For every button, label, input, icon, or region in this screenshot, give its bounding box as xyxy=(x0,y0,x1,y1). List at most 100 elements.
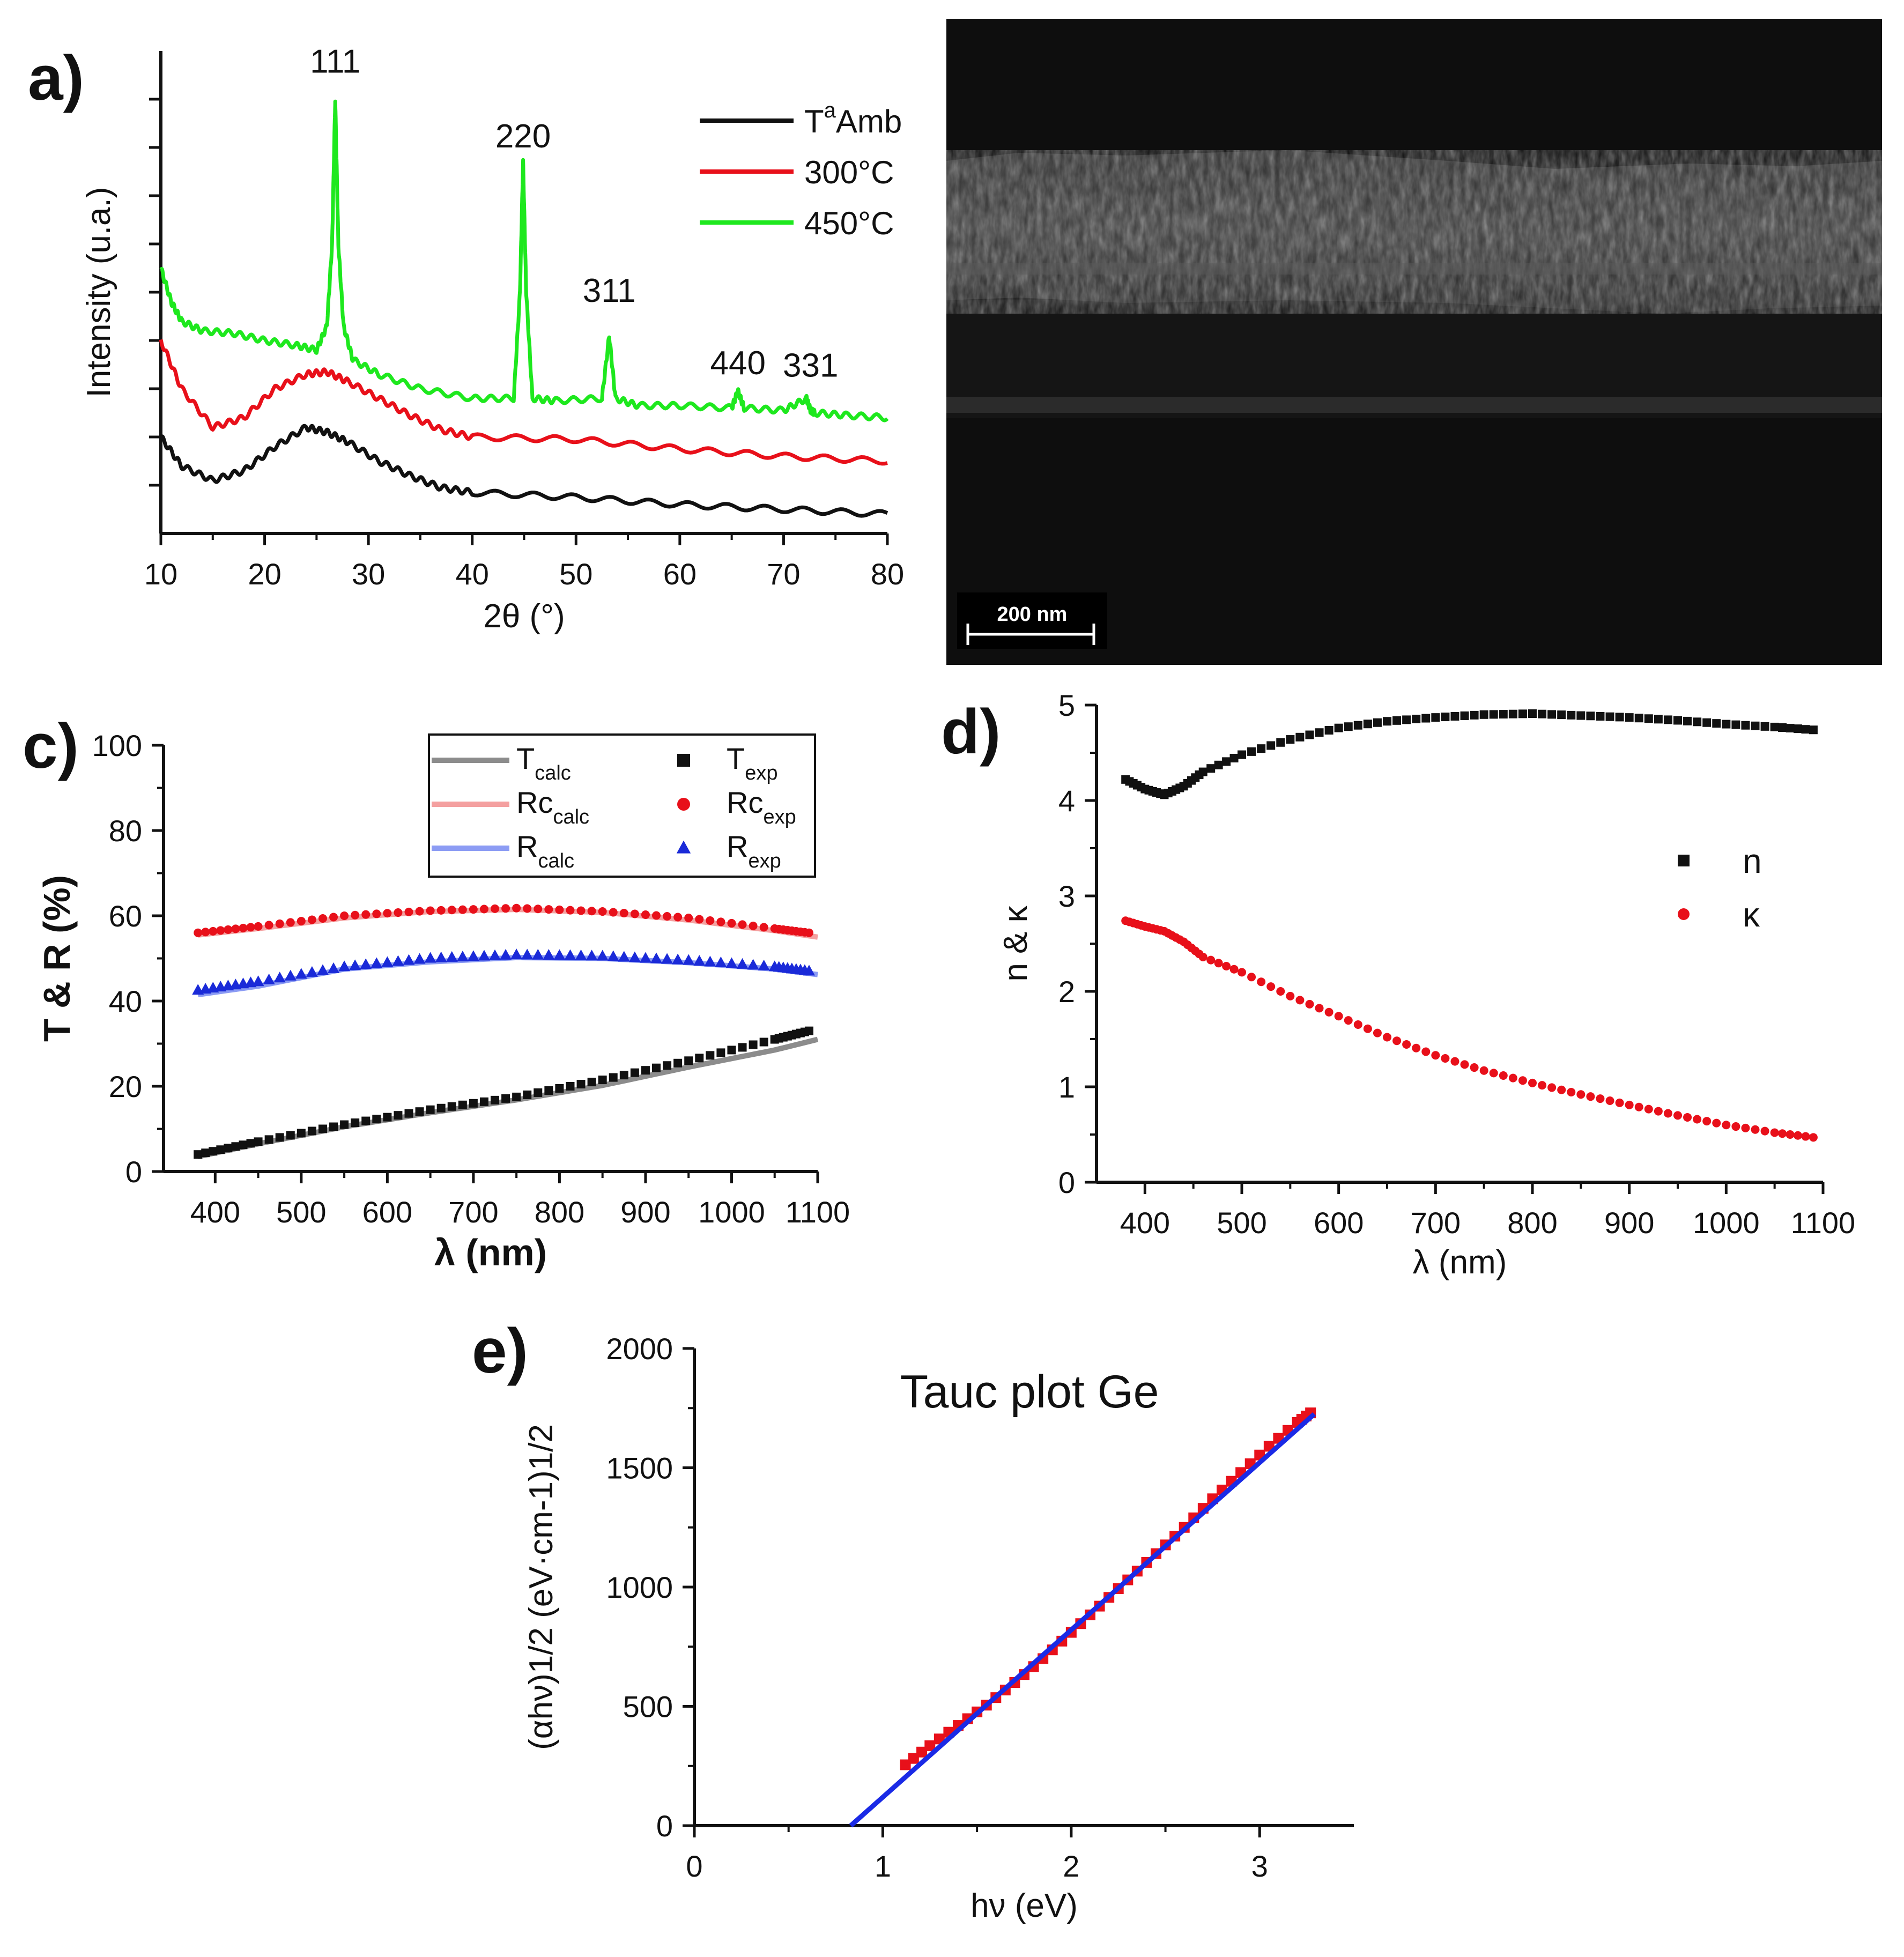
data-point xyxy=(1470,710,1479,720)
x-tick-label: 1100 xyxy=(1791,1206,1855,1240)
data-point xyxy=(1731,1122,1740,1131)
data-point xyxy=(1770,722,1779,731)
data-point xyxy=(803,965,815,976)
data-point xyxy=(1518,709,1527,718)
data-point xyxy=(609,908,618,917)
data-point xyxy=(566,906,575,915)
data-point xyxy=(383,909,392,918)
data-point xyxy=(1586,1092,1595,1101)
data-point xyxy=(252,975,264,987)
data-point xyxy=(1295,732,1305,742)
data-point xyxy=(727,1046,736,1055)
y-tick-label: 100 xyxy=(92,729,142,762)
data-point xyxy=(1222,757,1231,766)
data-point xyxy=(1344,722,1353,731)
data-point xyxy=(650,952,663,963)
data-point xyxy=(1576,1090,1586,1099)
x-tick-label: 80 xyxy=(871,557,904,591)
peak-label: 311 xyxy=(583,272,636,309)
data-point xyxy=(1673,716,1682,725)
data-point xyxy=(297,1129,306,1138)
data-point xyxy=(1383,1033,1391,1042)
panel-label-e: e) xyxy=(472,1316,528,1387)
legend-marker xyxy=(677,754,690,767)
data-point xyxy=(566,1082,575,1091)
data-point xyxy=(1528,1078,1537,1087)
series-line-450c xyxy=(159,99,889,422)
x-tick-label: 40 xyxy=(456,557,489,591)
legend-label: n xyxy=(1743,842,1762,880)
data-point xyxy=(1198,952,1207,961)
data-point xyxy=(263,973,275,984)
data-point xyxy=(307,1126,316,1136)
x-axis-label: λ (nm) xyxy=(434,1232,547,1273)
data-point xyxy=(725,957,738,968)
data-point xyxy=(1460,1060,1469,1069)
data-point xyxy=(264,921,273,930)
data-point xyxy=(924,1740,936,1751)
data-point xyxy=(426,1105,435,1114)
y-tick-label: 5 xyxy=(1058,688,1075,722)
x-tick-label: 900 xyxy=(1604,1206,1654,1240)
data-point xyxy=(1547,710,1557,719)
data-point xyxy=(246,1139,255,1148)
data-point xyxy=(447,1102,456,1111)
data-point xyxy=(706,1051,715,1060)
data-point xyxy=(639,952,651,963)
y-axis-label: (αhν)1/2 (eV·cm-1)1/2 xyxy=(523,1424,560,1750)
legend-label: 300°C xyxy=(804,154,894,190)
x-tick-label: 50 xyxy=(559,557,592,591)
legend-label: TaAmb xyxy=(804,99,902,139)
x-tick-label: 70 xyxy=(767,557,800,591)
chart-title: Tauc plot Ge xyxy=(900,1366,1159,1418)
data-point xyxy=(254,1137,263,1146)
data-point xyxy=(1567,1087,1576,1096)
data-point xyxy=(447,906,456,915)
data-point xyxy=(224,925,233,934)
data-point xyxy=(523,1090,532,1099)
data-point xyxy=(381,956,394,967)
data-point xyxy=(404,907,413,916)
data-point xyxy=(553,949,566,960)
data-point xyxy=(534,1088,543,1097)
data-point xyxy=(1751,721,1760,730)
y-tick-label: 1000 xyxy=(606,1570,673,1604)
data-point xyxy=(804,928,813,937)
x-tick-label: 600 xyxy=(1314,1206,1364,1240)
data-point xyxy=(619,1071,628,1080)
data-point xyxy=(1654,1107,1663,1116)
data-point xyxy=(216,1145,225,1154)
data-point xyxy=(1760,1126,1769,1136)
x-tick-label: 500 xyxy=(1217,1206,1266,1240)
data-point xyxy=(1683,716,1692,725)
data-point xyxy=(532,948,544,960)
data-point xyxy=(372,909,381,918)
data-point xyxy=(1567,710,1576,720)
data-point xyxy=(1605,712,1614,721)
data-point xyxy=(415,907,424,916)
data-point xyxy=(275,1133,284,1142)
data-point xyxy=(1222,962,1231,971)
data-point xyxy=(1557,1085,1566,1094)
data-point xyxy=(684,913,693,922)
sem-image: 200 nm xyxy=(946,19,1882,665)
y-axis-label: Intensity (u.a.) xyxy=(80,187,117,398)
data-point xyxy=(1778,723,1787,732)
data-point xyxy=(598,907,607,916)
data-point xyxy=(1702,718,1712,727)
scale-bar-label: 200 nm xyxy=(997,603,1068,626)
data-point xyxy=(1499,1071,1508,1080)
data-point xyxy=(619,909,628,918)
data-point xyxy=(458,1100,467,1109)
data-point xyxy=(738,920,747,929)
data-point xyxy=(672,953,684,965)
y-tick-label: 0 xyxy=(125,1155,142,1189)
data-point xyxy=(501,1094,510,1103)
data-point xyxy=(1778,1129,1787,1138)
data-point xyxy=(456,951,469,962)
x-tick-label: 400 xyxy=(1120,1206,1170,1240)
data-point xyxy=(543,949,555,960)
data-point xyxy=(598,1076,607,1085)
data-point xyxy=(1663,715,1672,724)
x-tick-label: 3 xyxy=(1251,1849,1268,1883)
